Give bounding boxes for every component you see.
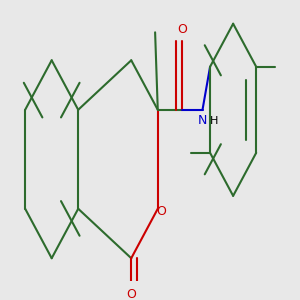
Text: O: O [177, 23, 187, 36]
Text: O: O [156, 205, 166, 218]
Text: N: N [198, 114, 207, 128]
Text: O: O [126, 288, 136, 300]
Text: H: H [210, 116, 219, 126]
